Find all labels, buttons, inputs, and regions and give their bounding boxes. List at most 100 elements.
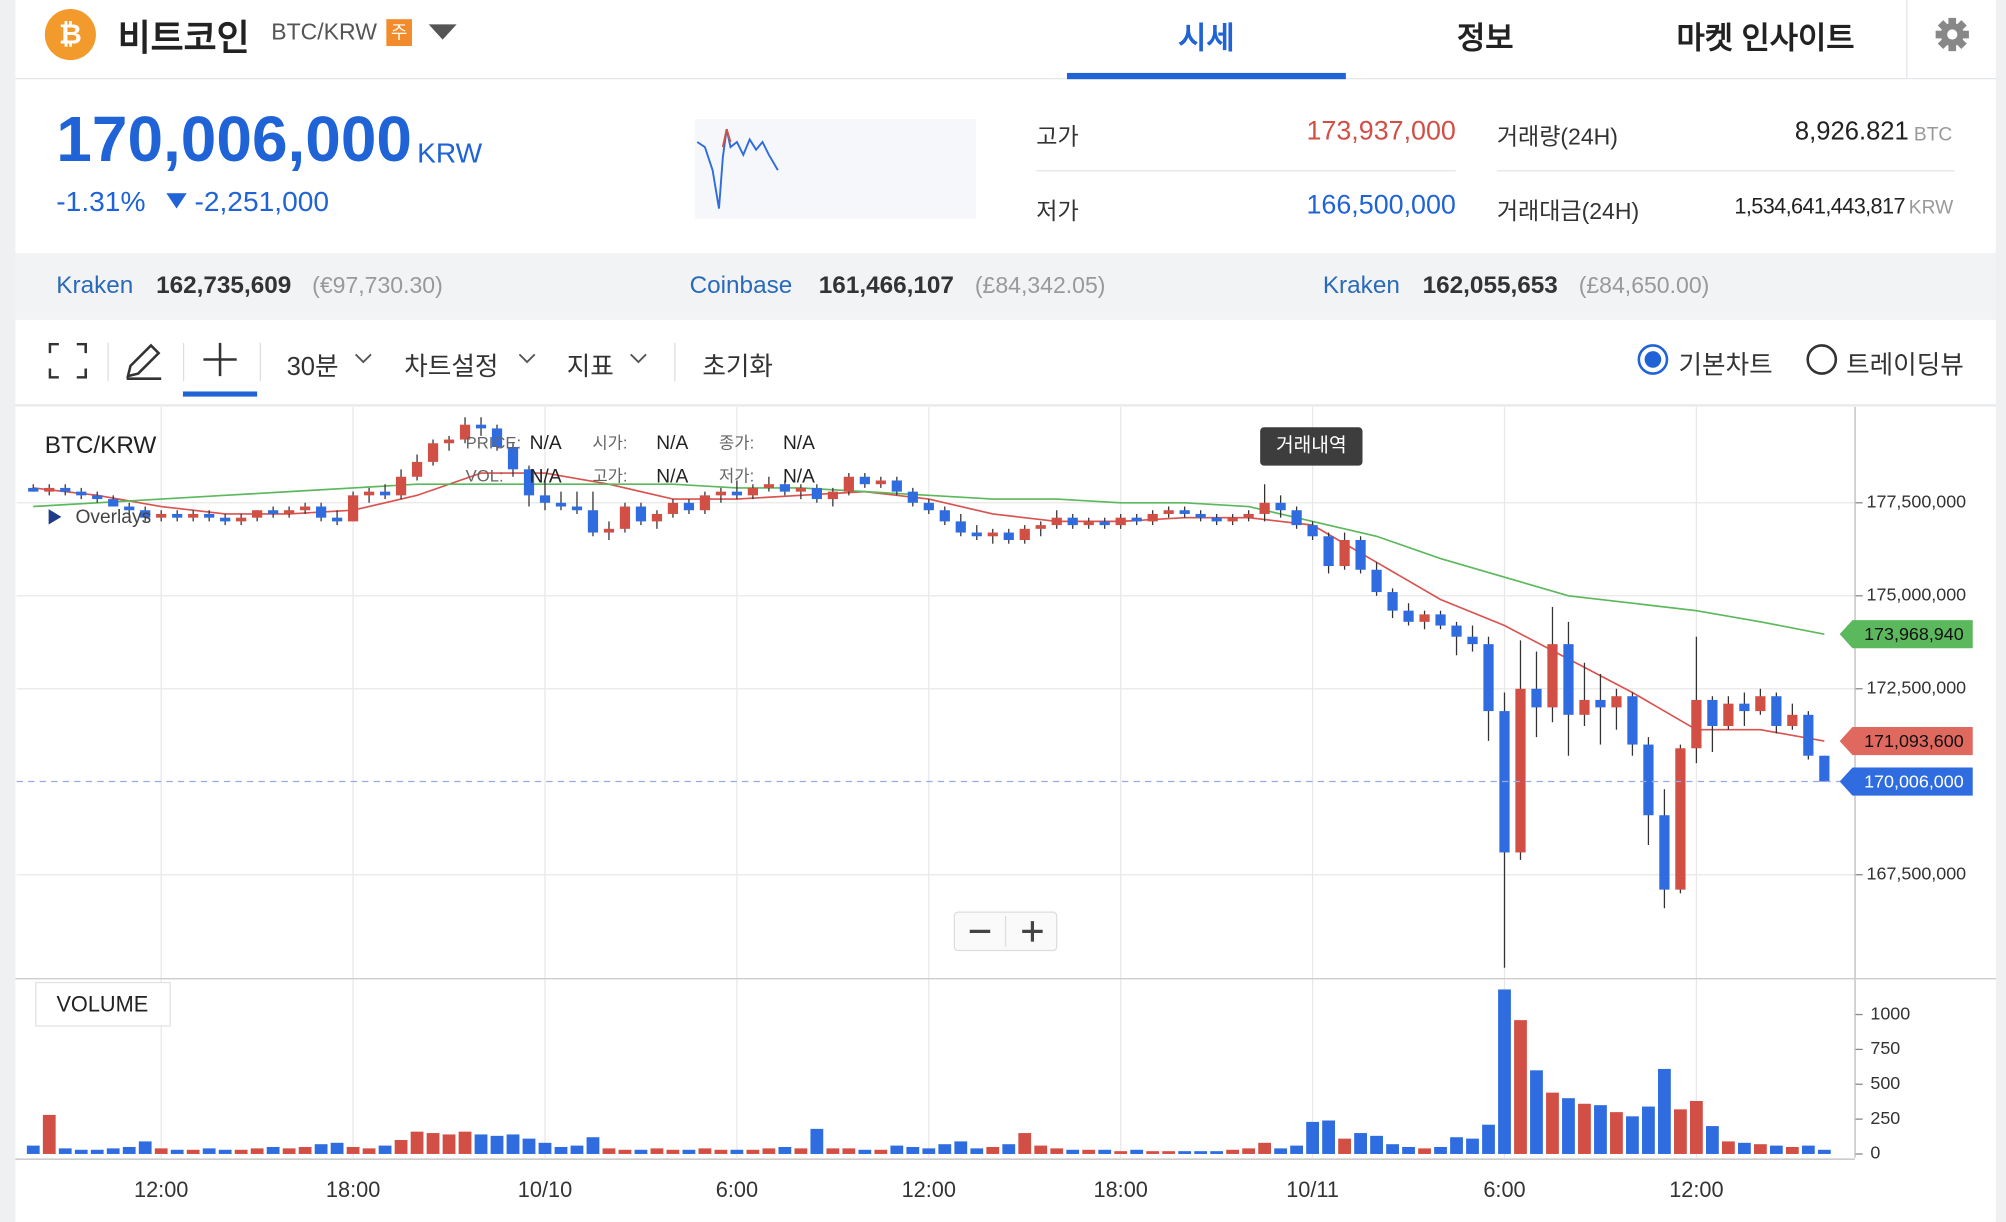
radio[interactable] xyxy=(1805,343,1838,376)
candle-body xyxy=(1739,703,1750,712)
candle-body xyxy=(1339,539,1350,567)
candle-body xyxy=(284,510,295,514)
volume-bar xyxy=(714,1149,728,1154)
candle-body xyxy=(1451,625,1462,637)
candle-body xyxy=(1259,502,1270,514)
view-option[interactable]: 트레이딩뷰 xyxy=(1846,351,1964,380)
volume-bar xyxy=(602,1148,616,1154)
volume-bar xyxy=(122,1146,136,1154)
candle-body xyxy=(715,491,727,496)
exchange-name[interactable]: Kraken xyxy=(56,272,134,300)
volume-bar xyxy=(1546,1092,1559,1154)
volume-bar xyxy=(1562,1098,1575,1154)
price-tag-label: 170,006,000 xyxy=(1864,772,1964,792)
volume-bar xyxy=(186,1149,200,1154)
stat-unit: KRW xyxy=(1908,197,1954,219)
volume-bar xyxy=(1226,1149,1240,1154)
chevron xyxy=(518,353,536,364)
volume-bar xyxy=(346,1146,360,1154)
dropdown-arrow[interactable] xyxy=(428,24,457,42)
exchange-strip xyxy=(15,253,1996,320)
draw-icon[interactable] xyxy=(123,340,164,381)
tab-active[interactable]: 시세 xyxy=(1178,21,1235,57)
candle-body xyxy=(236,517,247,522)
volume-bar xyxy=(1290,1145,1304,1154)
tab[interactable]: 정보 xyxy=(1457,21,1514,57)
candle-body xyxy=(795,487,806,492)
candle-body xyxy=(1403,610,1414,622)
x-tick-label: 18:00 xyxy=(326,1177,380,1202)
price: 170,006,000 xyxy=(56,103,413,176)
volume-bar xyxy=(922,1148,936,1154)
volume-bar xyxy=(1626,1116,1639,1154)
volume-bar xyxy=(746,1149,760,1154)
view-option[interactable]: 기본차트 xyxy=(1678,351,1773,380)
volume-bar xyxy=(970,1148,984,1154)
x-tick-label: 6:00 xyxy=(1483,1177,1525,1202)
exchange-name[interactable]: Coinbase xyxy=(689,272,793,300)
volume-bar xyxy=(618,1149,632,1154)
chevron xyxy=(630,353,647,364)
stat-value: 166,500,000 xyxy=(1306,190,1456,221)
candle-body xyxy=(1083,521,1094,526)
volume-bar xyxy=(394,1140,408,1154)
tool-underline xyxy=(182,391,258,397)
volume-bar xyxy=(1466,1138,1479,1154)
candle-body xyxy=(1467,636,1478,645)
candle-body xyxy=(523,469,535,496)
volume-bar xyxy=(778,1146,792,1154)
candle-body xyxy=(1067,517,1078,526)
candle-body xyxy=(1355,539,1366,570)
candle-body xyxy=(1803,714,1814,756)
volume-bar xyxy=(1386,1144,1399,1154)
volume-bar xyxy=(1034,1145,1048,1154)
settings-icon[interactable] xyxy=(1934,17,1970,53)
candle-body xyxy=(268,510,279,514)
candle-body xyxy=(1195,513,1206,518)
candle-body xyxy=(172,513,183,518)
volume-bar xyxy=(1146,1151,1160,1154)
tab[interactable]: 마켓 인사이트 xyxy=(1676,21,1855,57)
candle-body xyxy=(379,491,391,496)
interval[interactable]: 30분 xyxy=(286,353,339,382)
chart-settings[interactable]: 차트설정 xyxy=(404,353,499,382)
volume-bar xyxy=(986,1146,1000,1154)
change-rate: -1.31% xyxy=(56,185,146,218)
x-tick-label: 6:00 xyxy=(716,1177,758,1202)
candle-body xyxy=(955,521,966,533)
exchange-price: 162,055,653 xyxy=(1422,272,1558,300)
candle-body xyxy=(1291,510,1302,526)
candle-body xyxy=(60,487,71,492)
volume-bar xyxy=(682,1149,696,1154)
reset[interactable]: 초기화 xyxy=(702,353,773,382)
fullscreen-icon[interactable] xyxy=(48,342,87,379)
candle-body xyxy=(1563,644,1574,715)
volume-bar xyxy=(1482,1124,1495,1154)
info-label: 시가: xyxy=(592,433,627,452)
y-tick-label: 175,000,000 xyxy=(1867,585,1967,605)
volume-bar xyxy=(1210,1151,1224,1154)
volume-bar xyxy=(1753,1144,1767,1154)
radio-checked[interactable] xyxy=(1636,343,1669,376)
candle-body xyxy=(971,532,982,537)
candle-body xyxy=(843,476,854,492)
exchange-name[interactable]: Kraken xyxy=(1322,272,1400,300)
coin-name: 비트코인 xyxy=(117,17,250,58)
volume-bar xyxy=(474,1134,488,1154)
exchange-foreign: (£84,650.00) xyxy=(1578,272,1710,299)
separator xyxy=(107,342,109,382)
volume-bar xyxy=(1514,1020,1527,1154)
candle-body xyxy=(1691,699,1702,749)
candle-body xyxy=(124,506,135,511)
exchange-foreign: (€97,730.30) xyxy=(312,272,443,299)
volume-bar xyxy=(858,1149,872,1154)
volume-bar xyxy=(698,1148,712,1154)
volume-tick-label: 500 xyxy=(1870,1073,1900,1093)
candle-body xyxy=(1019,528,1030,540)
separator xyxy=(674,342,676,382)
overlay-arrow xyxy=(48,509,62,525)
candle-body xyxy=(1115,517,1126,526)
volume-bar xyxy=(138,1141,152,1154)
indicators[interactable]: 지표 xyxy=(566,353,614,382)
crosshair-icon[interactable] xyxy=(202,342,238,378)
